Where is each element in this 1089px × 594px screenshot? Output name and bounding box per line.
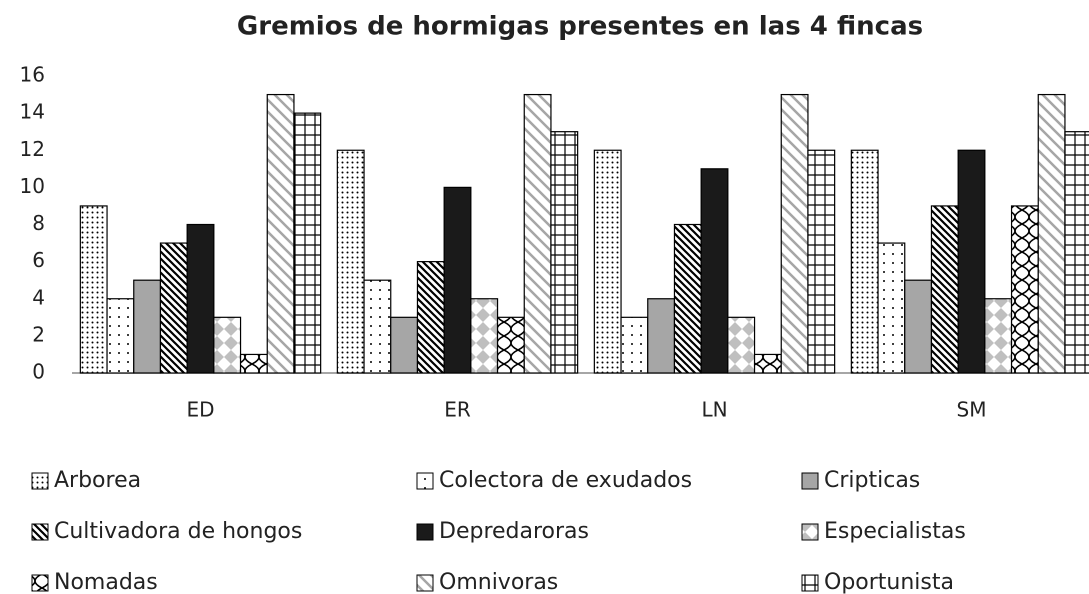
- legend-swatch: [416, 523, 434, 541]
- y-tick-label: 0: [32, 360, 45, 384]
- legend-swatch: [801, 472, 819, 490]
- bar: [523, 93, 552, 374]
- bar: [1010, 205, 1039, 374]
- bar: [807, 149, 836, 374]
- legend-swatch: [31, 523, 49, 541]
- y-tick-label: 12: [20, 137, 45, 161]
- bar: [133, 279, 162, 374]
- legend-swatch: [801, 523, 819, 541]
- bar: [593, 149, 622, 374]
- legend-label: Especialistas: [824, 519, 966, 544]
- x-tick-label: ER: [444, 398, 471, 422]
- bar: [930, 205, 959, 374]
- legend-swatch: [31, 472, 49, 490]
- legend-swatch: [801, 574, 819, 592]
- bar: [336, 149, 365, 374]
- bar: [390, 316, 419, 374]
- bar: [647, 298, 676, 374]
- legend-label: Nomadas: [54, 570, 158, 594]
- bar: [780, 93, 809, 374]
- legend-swatch: [416, 574, 434, 592]
- y-tick-label: 10: [20, 174, 45, 198]
- legend-label: Cultivadora de hongos: [54, 519, 302, 544]
- x-tick-label: ED: [186, 398, 214, 422]
- legend-label: Depredaroras: [439, 519, 589, 544]
- bar: [1037, 93, 1066, 374]
- y-tick-label: 14: [20, 100, 45, 124]
- legend-label: Omnivoras: [439, 570, 558, 594]
- bar: [416, 261, 445, 374]
- legend-label: Cripticas: [824, 468, 920, 493]
- legend-swatch: [416, 472, 434, 490]
- y-tick-label: 4: [32, 285, 45, 309]
- bar: [673, 223, 702, 374]
- bar: [470, 298, 499, 374]
- bar: [904, 279, 933, 374]
- bar: [984, 298, 1013, 374]
- chart-title: Gremios de hormigas presentes en las 4 f…: [237, 12, 923, 42]
- bar: [266, 93, 295, 374]
- y-tick-label: 2: [32, 322, 45, 346]
- y-tick-label: 6: [32, 248, 45, 272]
- x-tick-label: SM: [957, 398, 987, 422]
- bar: [727, 316, 756, 374]
- y-tick-label: 16: [20, 63, 45, 87]
- bar: [1064, 131, 1089, 374]
- bar: [239, 353, 268, 374]
- bar: [106, 298, 135, 374]
- y-tick-label: 8: [32, 211, 45, 235]
- bar: [159, 242, 188, 374]
- bar: [700, 168, 729, 374]
- bar: [753, 353, 782, 374]
- bar: [877, 242, 906, 374]
- bar: [213, 316, 242, 374]
- bar: [79, 205, 108, 374]
- bar: [363, 279, 392, 374]
- bar: [957, 149, 986, 374]
- bar: [293, 112, 322, 374]
- legend-label: Colectora de exudados: [439, 468, 692, 493]
- bar: [443, 186, 472, 374]
- bar: [620, 316, 649, 374]
- legend-label: Arborea: [54, 468, 141, 493]
- bar: [850, 149, 879, 374]
- bar: [186, 223, 215, 374]
- bar: [496, 316, 525, 374]
- legend-swatch: [31, 574, 49, 592]
- legend-label: Oportunista: [824, 570, 954, 594]
- bar: [550, 131, 579, 374]
- x-tick-label: LN: [701, 398, 727, 422]
